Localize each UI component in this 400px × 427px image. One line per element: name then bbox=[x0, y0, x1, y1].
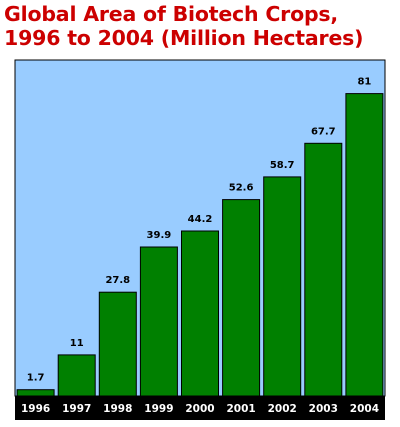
x-tick-label-1998: 1998 bbox=[103, 403, 132, 415]
x-tick-label-2004: 2004 bbox=[350, 403, 379, 415]
value-label-1998: 27.8 bbox=[105, 275, 130, 286]
x-tick-label-1999: 1999 bbox=[144, 403, 173, 415]
value-label-1996: 1.7 bbox=[27, 373, 45, 384]
bar-2002 bbox=[263, 176, 302, 397]
chart-title: Global Area of Biotech Crops, 1996 to 20… bbox=[4, 2, 396, 50]
bar-2001 bbox=[222, 199, 261, 397]
bar-1997 bbox=[57, 354, 96, 397]
chart-title-line-2: 1996 to 2004 (Million Hectares) bbox=[4, 26, 364, 50]
x-tick-label-2000: 2000 bbox=[185, 403, 214, 415]
x-tick-label-1996: 1996 bbox=[21, 403, 50, 415]
bar-1996 bbox=[16, 389, 55, 397]
value-label-2003: 67.7 bbox=[311, 126, 336, 137]
x-tick-label-2002: 2002 bbox=[268, 403, 297, 415]
x-tick-label-2001: 2001 bbox=[226, 403, 255, 415]
bar-1998 bbox=[98, 291, 137, 397]
bar-2000 bbox=[181, 230, 219, 397]
value-labels-group: 1.7 11 27.8 39.9 44.2 52.6 58.7 67.7 81 bbox=[27, 77, 372, 384]
value-label-1997: 11 bbox=[70, 338, 84, 349]
chart-title-line-1: Global Area of Biotech Crops, bbox=[4, 2, 339, 26]
x-axis-band bbox=[15, 396, 385, 420]
bar-2003 bbox=[304, 142, 343, 397]
x-tick-labels-group: 1996 1997 1998 1999 2000 2001 2002 2003 2004 bbox=[21, 403, 379, 415]
bar-2004 bbox=[345, 93, 384, 397]
value-label-2002: 58.7 bbox=[270, 160, 295, 171]
bar-1999 bbox=[139, 246, 178, 397]
x-tick-label-1997: 1997 bbox=[62, 403, 91, 415]
value-label-2004: 81 bbox=[357, 77, 371, 88]
value-label-2001: 52.6 bbox=[229, 183, 254, 194]
value-label-2000: 44.2 bbox=[188, 214, 213, 225]
x-tick-label-2003: 2003 bbox=[309, 403, 338, 415]
bars-group bbox=[16, 93, 384, 397]
value-label-1999: 39.9 bbox=[147, 230, 172, 241]
